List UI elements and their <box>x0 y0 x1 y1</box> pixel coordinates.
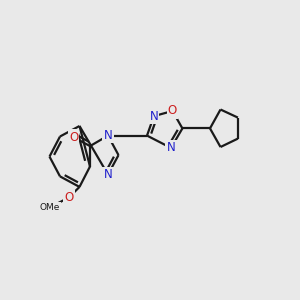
Text: O: O <box>69 130 78 144</box>
Text: O: O <box>64 191 74 204</box>
Text: N: N <box>103 129 112 142</box>
Text: N: N <box>149 110 158 123</box>
Text: O: O <box>168 104 177 118</box>
Text: N: N <box>167 141 176 154</box>
Text: N: N <box>103 168 112 181</box>
Text: OMe: OMe <box>39 203 60 212</box>
